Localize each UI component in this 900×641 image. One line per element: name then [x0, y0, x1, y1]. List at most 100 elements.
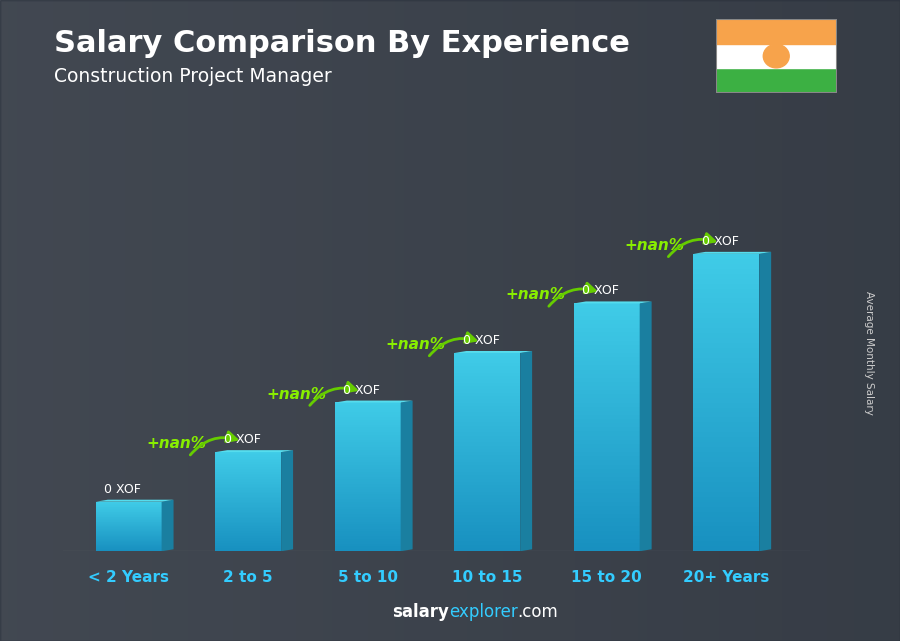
Text: salary: salary — [392, 603, 449, 621]
Text: +nan%: +nan% — [147, 436, 207, 451]
Bar — [215, 463, 281, 465]
Bar — [335, 425, 400, 428]
Bar — [215, 460, 281, 462]
Bar — [675, 0, 684, 641]
Bar — [215, 512, 281, 513]
Bar — [96, 516, 162, 517]
Bar — [99, 0, 108, 641]
Bar — [694, 328, 760, 333]
Bar — [335, 437, 400, 440]
Bar — [574, 349, 640, 353]
Bar — [694, 363, 760, 368]
Bar — [216, 0, 225, 641]
Bar — [96, 506, 162, 508]
Bar — [747, 0, 756, 641]
Bar — [694, 388, 760, 393]
Bar — [335, 469, 400, 472]
Bar — [96, 522, 162, 523]
Bar — [335, 415, 400, 417]
Bar — [335, 417, 400, 420]
Bar — [333, 0, 342, 641]
Bar — [454, 435, 520, 439]
Bar — [215, 549, 281, 551]
Bar — [694, 378, 760, 383]
Bar — [454, 452, 520, 455]
Bar — [574, 514, 640, 518]
Polygon shape — [400, 401, 412, 551]
Bar — [477, 0, 486, 641]
Bar — [90, 0, 99, 641]
Bar — [215, 472, 281, 474]
Bar — [574, 481, 640, 485]
Bar — [96, 545, 162, 546]
Bar — [335, 442, 400, 445]
Bar — [694, 502, 760, 506]
Bar — [315, 0, 324, 641]
Bar — [335, 428, 400, 430]
Bar — [335, 539, 400, 542]
Bar — [603, 0, 612, 641]
Bar — [711, 0, 720, 641]
Bar — [215, 479, 281, 480]
Bar — [215, 500, 281, 502]
Text: 0 XOF: 0 XOF — [104, 483, 141, 495]
Bar — [694, 318, 760, 323]
Bar — [454, 439, 520, 442]
Bar — [574, 303, 640, 308]
Bar — [454, 482, 520, 485]
Bar — [454, 495, 520, 499]
Text: 10 to 15: 10 to 15 — [452, 570, 523, 585]
Bar — [774, 0, 783, 641]
Bar — [574, 465, 640, 469]
Bar — [96, 539, 162, 540]
Bar — [215, 543, 281, 545]
Text: 15 to 20: 15 to 20 — [572, 570, 643, 585]
Bar — [720, 0, 729, 641]
Bar — [454, 353, 520, 356]
Bar — [378, 0, 387, 641]
Bar — [335, 474, 400, 477]
Bar — [574, 448, 640, 452]
Bar — [454, 488, 520, 492]
Bar — [96, 513, 162, 514]
Bar — [694, 269, 760, 274]
Bar — [335, 408, 400, 410]
Bar — [694, 313, 760, 319]
Bar — [96, 504, 162, 505]
Bar — [454, 505, 520, 508]
Bar — [694, 279, 760, 283]
Bar — [215, 482, 281, 483]
Bar — [574, 452, 640, 456]
Bar — [198, 0, 207, 641]
Bar — [335, 534, 400, 537]
Bar — [335, 472, 400, 474]
Bar — [9, 0, 18, 641]
Bar — [215, 513, 281, 515]
Bar — [513, 0, 522, 641]
Bar — [454, 449, 520, 452]
Bar — [96, 533, 162, 534]
Bar — [297, 0, 306, 641]
Bar — [135, 0, 144, 641]
Bar — [454, 442, 520, 445]
Bar — [432, 0, 441, 641]
Bar — [215, 545, 281, 546]
Bar — [96, 508, 162, 509]
Bar — [335, 531, 400, 534]
Bar — [96, 547, 162, 548]
Bar — [215, 485, 281, 487]
Bar — [454, 475, 520, 479]
Text: Construction Project Manager: Construction Project Manager — [54, 67, 332, 87]
Bar — [335, 465, 400, 467]
Bar — [531, 0, 540, 641]
Bar — [454, 383, 520, 386]
Bar — [819, 0, 828, 641]
Bar — [335, 440, 400, 442]
Bar — [574, 353, 640, 357]
Bar — [387, 0, 396, 641]
Bar — [335, 479, 400, 482]
Bar — [324, 0, 333, 641]
Bar — [574, 403, 640, 406]
Bar — [215, 520, 281, 522]
Bar — [215, 503, 281, 505]
